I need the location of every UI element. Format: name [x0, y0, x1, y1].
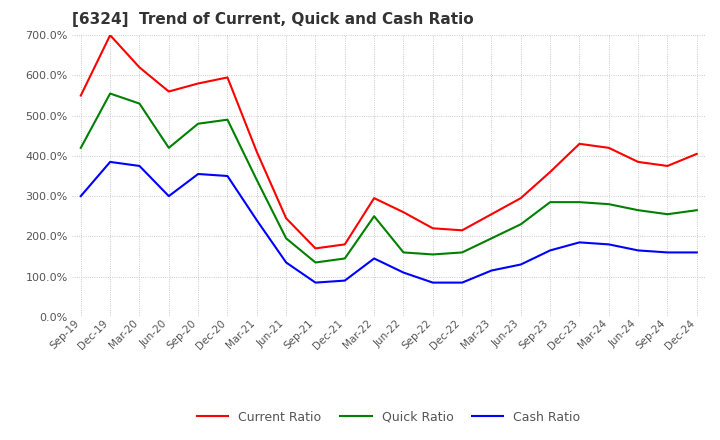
Quick Ratio — [399, 250, 408, 255]
Cash Ratio — [164, 194, 173, 199]
Quick Ratio — [487, 236, 496, 241]
Current Ratio — [428, 226, 437, 231]
Current Ratio — [106, 33, 114, 38]
Quick Ratio — [693, 208, 701, 213]
Quick Ratio — [341, 256, 349, 261]
Quick Ratio — [106, 91, 114, 96]
Legend: Current Ratio, Quick Ratio, Cash Ratio: Current Ratio, Quick Ratio, Cash Ratio — [192, 406, 585, 429]
Current Ratio — [194, 81, 202, 86]
Current Ratio — [663, 163, 672, 169]
Current Ratio — [516, 195, 525, 201]
Cash Ratio — [458, 280, 467, 285]
Cash Ratio — [428, 280, 437, 285]
Quick Ratio — [164, 145, 173, 150]
Current Ratio — [458, 227, 467, 233]
Quick Ratio — [634, 208, 642, 213]
Quick Ratio — [76, 145, 85, 150]
Cash Ratio — [605, 242, 613, 247]
Quick Ratio — [546, 199, 554, 205]
Cash Ratio — [516, 262, 525, 267]
Line: Current Ratio: Current Ratio — [81, 35, 697, 249]
Cash Ratio — [106, 159, 114, 165]
Quick Ratio — [458, 250, 467, 255]
Current Ratio — [164, 89, 173, 94]
Line: Cash Ratio: Cash Ratio — [81, 162, 697, 282]
Quick Ratio — [516, 222, 525, 227]
Quick Ratio — [575, 199, 584, 205]
Line: Quick Ratio: Quick Ratio — [81, 94, 697, 263]
Cash Ratio — [223, 173, 232, 179]
Quick Ratio — [223, 117, 232, 122]
Cash Ratio — [253, 218, 261, 223]
Quick Ratio — [135, 101, 144, 106]
Current Ratio — [341, 242, 349, 247]
Current Ratio — [634, 159, 642, 165]
Cash Ratio — [194, 171, 202, 176]
Quick Ratio — [605, 202, 613, 207]
Cash Ratio — [282, 260, 290, 265]
Quick Ratio — [282, 236, 290, 241]
Current Ratio — [311, 246, 320, 251]
Quick Ratio — [311, 260, 320, 265]
Quick Ratio — [194, 121, 202, 126]
Cash Ratio — [634, 248, 642, 253]
Current Ratio — [370, 195, 379, 201]
Cash Ratio — [575, 240, 584, 245]
Cash Ratio — [546, 248, 554, 253]
Quick Ratio — [370, 213, 379, 219]
Text: [6324]  Trend of Current, Quick and Cash Ratio: [6324] Trend of Current, Quick and Cash … — [72, 12, 474, 27]
Current Ratio — [605, 145, 613, 150]
Cash Ratio — [76, 194, 85, 199]
Current Ratio — [282, 216, 290, 221]
Current Ratio — [253, 149, 261, 154]
Cash Ratio — [693, 250, 701, 255]
Cash Ratio — [341, 278, 349, 283]
Current Ratio — [487, 212, 496, 217]
Current Ratio — [76, 93, 85, 98]
Cash Ratio — [487, 268, 496, 273]
Quick Ratio — [663, 212, 672, 217]
Cash Ratio — [311, 280, 320, 285]
Current Ratio — [546, 169, 554, 175]
Current Ratio — [575, 141, 584, 147]
Current Ratio — [135, 65, 144, 70]
Current Ratio — [223, 75, 232, 80]
Cash Ratio — [135, 163, 144, 169]
Current Ratio — [399, 209, 408, 215]
Cash Ratio — [370, 256, 379, 261]
Current Ratio — [693, 151, 701, 157]
Quick Ratio — [428, 252, 437, 257]
Cash Ratio — [663, 250, 672, 255]
Quick Ratio — [253, 177, 261, 183]
Cash Ratio — [399, 270, 408, 275]
